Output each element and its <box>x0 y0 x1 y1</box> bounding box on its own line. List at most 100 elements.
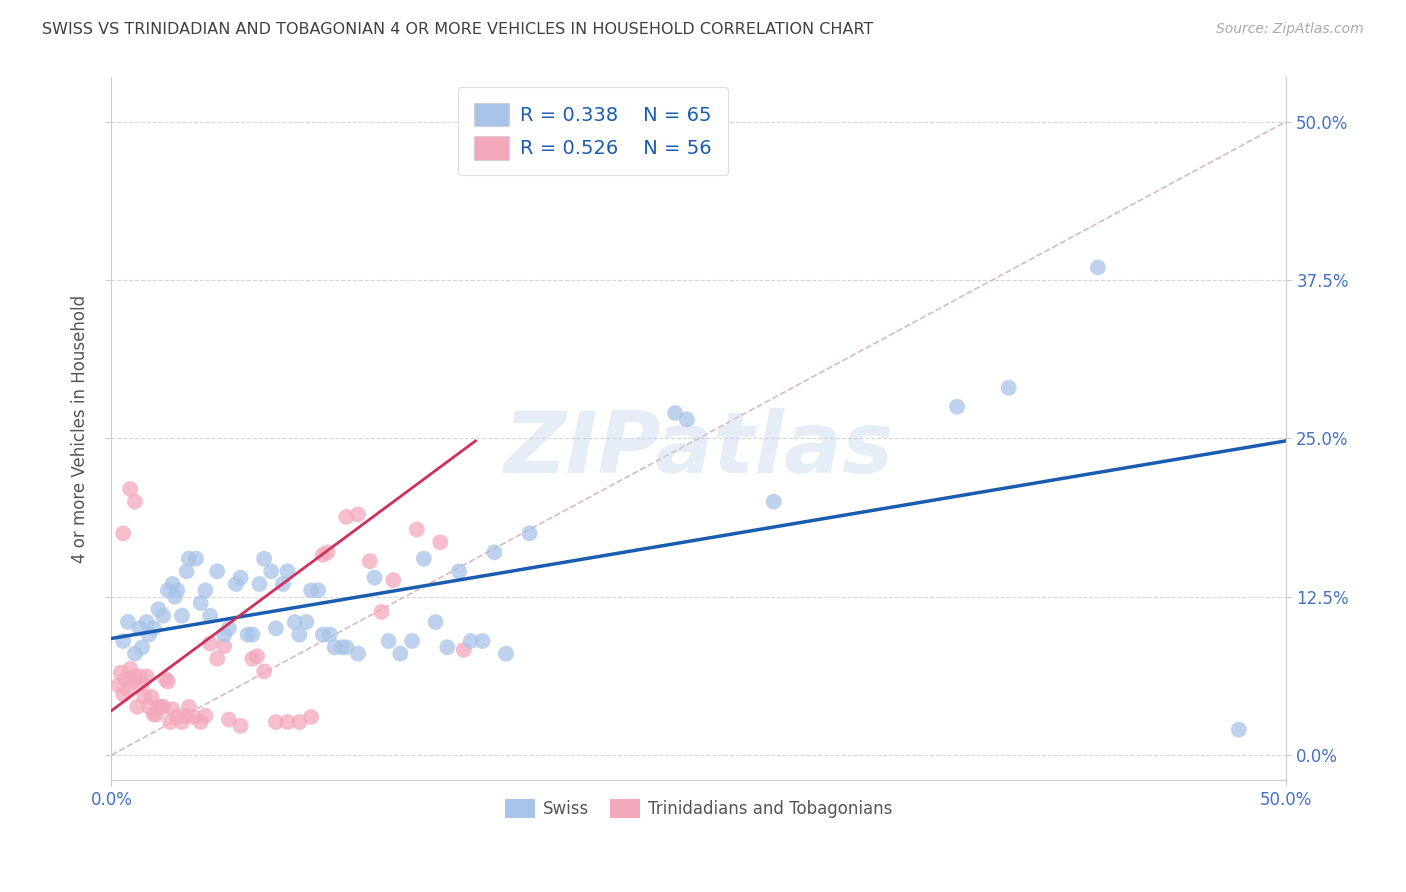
Point <box>184 551 207 566</box>
Point <box>145 707 167 722</box>
Point <box>190 714 212 729</box>
Point <box>148 602 170 616</box>
Point <box>1227 723 1250 737</box>
Point <box>284 615 307 629</box>
Y-axis label: 4 or more Vehicles in Household: 4 or more Vehicles in Household <box>72 295 89 563</box>
Point <box>128 621 150 635</box>
Point <box>401 634 423 648</box>
Point <box>177 551 200 566</box>
Point <box>347 647 370 661</box>
Point <box>312 548 335 562</box>
Point <box>370 605 392 619</box>
Point <box>127 699 149 714</box>
Point <box>382 573 405 587</box>
Point <box>946 400 969 414</box>
Point <box>319 628 342 642</box>
Point <box>124 669 146 683</box>
Point <box>347 508 370 522</box>
Point <box>117 682 139 697</box>
Point <box>335 640 357 655</box>
Point <box>117 615 139 629</box>
Point <box>264 714 287 729</box>
Point <box>212 628 235 642</box>
Point <box>242 651 264 665</box>
Point <box>260 565 283 579</box>
Point <box>277 565 299 579</box>
Point <box>128 669 150 683</box>
Point <box>166 583 188 598</box>
Point <box>170 714 193 729</box>
Point <box>135 615 157 629</box>
Point <box>405 523 427 537</box>
Point <box>436 640 458 655</box>
Point <box>107 678 129 692</box>
Point <box>138 699 160 714</box>
Point <box>198 608 221 623</box>
Point <box>316 545 339 559</box>
Point <box>295 615 318 629</box>
Point <box>288 714 311 729</box>
Point <box>114 672 136 686</box>
Point <box>323 640 346 655</box>
Point <box>138 628 160 642</box>
Point <box>299 710 322 724</box>
Point <box>194 583 217 598</box>
Point <box>271 577 294 591</box>
Point <box>152 608 174 623</box>
Text: Source: ZipAtlas.com: Source: ZipAtlas.com <box>1216 22 1364 37</box>
Point <box>377 634 399 648</box>
Point <box>149 699 172 714</box>
Point <box>205 565 228 579</box>
Point <box>218 713 240 727</box>
Point <box>330 640 353 655</box>
Point <box>112 526 135 541</box>
Point <box>997 381 1019 395</box>
Point <box>162 577 184 591</box>
Point <box>152 699 174 714</box>
Point <box>429 535 451 549</box>
Point <box>225 577 247 591</box>
Point <box>112 687 135 701</box>
Point <box>359 554 381 568</box>
Point <box>142 707 165 722</box>
Point <box>163 590 186 604</box>
Point <box>335 509 357 524</box>
Point <box>205 651 228 665</box>
Point <box>242 628 264 642</box>
Point <box>449 565 471 579</box>
Point <box>389 647 412 661</box>
Point <box>312 628 335 642</box>
Point <box>460 634 482 648</box>
Point <box>249 577 271 591</box>
Point <box>412 551 434 566</box>
Point <box>299 583 322 598</box>
Point <box>177 699 200 714</box>
Point <box>176 708 198 723</box>
Point <box>131 677 153 691</box>
Point <box>124 647 146 661</box>
Point <box>253 665 276 679</box>
Point <box>246 649 269 664</box>
Point <box>166 710 188 724</box>
Point <box>124 494 146 508</box>
Point <box>176 565 198 579</box>
Point <box>120 662 142 676</box>
Point <box>664 406 686 420</box>
Point <box>141 690 163 704</box>
Point <box>170 608 193 623</box>
Point <box>162 702 184 716</box>
Point <box>229 719 252 733</box>
Point <box>183 710 205 724</box>
Point <box>134 690 156 704</box>
Point <box>471 634 494 648</box>
Point <box>676 412 699 426</box>
Point <box>288 628 311 642</box>
Point <box>229 571 252 585</box>
Point <box>142 621 165 635</box>
Point <box>155 672 177 686</box>
Point <box>307 583 329 598</box>
Text: SWISS VS TRINIDADIAN AND TOBAGONIAN 4 OR MORE VEHICLES IN HOUSEHOLD CORRELATION : SWISS VS TRINIDADIAN AND TOBAGONIAN 4 OR… <box>42 22 873 37</box>
Point <box>110 665 132 680</box>
Point <box>148 699 170 714</box>
Point <box>277 714 299 729</box>
